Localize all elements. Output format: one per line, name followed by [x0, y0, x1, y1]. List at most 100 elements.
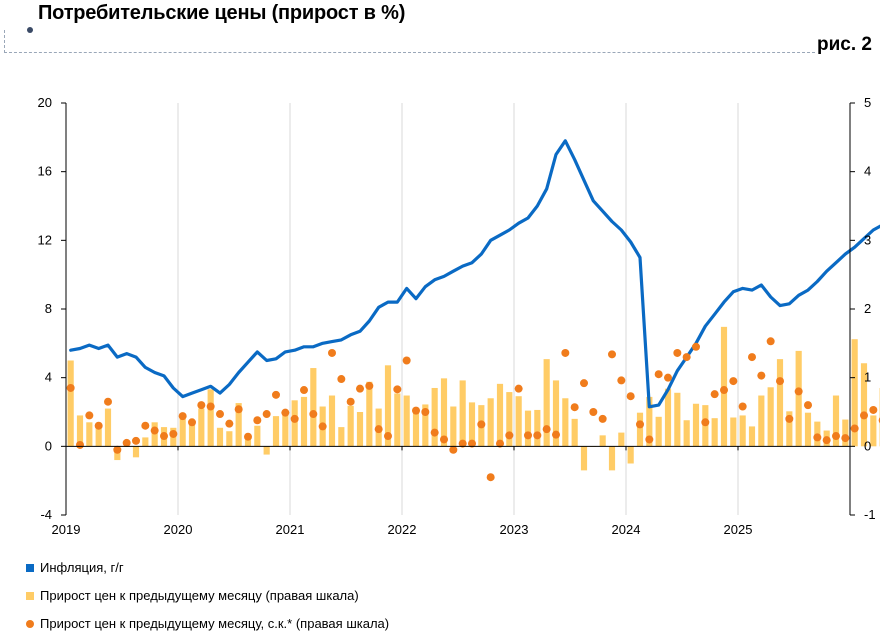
dot-mom-sa — [514, 384, 523, 393]
dot-mom-sa — [160, 432, 168, 441]
bar-mom — [263, 446, 270, 455]
bar-mom — [543, 359, 550, 447]
bar-mom — [76, 415, 84, 447]
dot-mom-sa — [94, 421, 103, 430]
dot-mom-sa — [468, 439, 476, 448]
dot-mom-sa — [794, 387, 803, 396]
y-right-tick-label: 3 — [864, 232, 871, 247]
bar-mom — [384, 365, 392, 447]
bar-mom — [748, 426, 756, 447]
dot-mom-sa — [692, 342, 700, 351]
y-left-tick-label: 20 — [38, 95, 52, 110]
dot-mom-sa — [804, 401, 812, 410]
y-left-tick-label: -4 — [40, 507, 52, 522]
dot-mom-sa — [626, 392, 635, 401]
legend-label-mom: Прирост цен к предыдущему месяцу (правая… — [40, 588, 359, 603]
dot-mom-sa — [589, 408, 598, 416]
dot-mom-sa — [188, 418, 196, 427]
dot-mom-sa — [776, 377, 784, 386]
dot-mom-sa — [580, 379, 588, 388]
bar-mom — [86, 422, 93, 447]
grid-layer — [177, 103, 739, 515]
bar-mom — [104, 408, 112, 447]
dot-mom-sa — [76, 440, 84, 449]
dot-mom-sa — [402, 356, 411, 365]
bar-mom — [655, 416, 662, 447]
line-layer — [69, 139, 880, 409]
legend-label-mom-sa: Прирост цен к предыдущему месяцу, с.к.* … — [40, 616, 390, 631]
bar-mom — [730, 417, 737, 447]
bar-mom — [832, 395, 840, 447]
dot-mom-sa — [822, 436, 831, 445]
dot-mom-sa — [272, 390, 280, 399]
x-tick-label: 2023 — [500, 522, 529, 537]
dot-mom-sa — [374, 425, 383, 434]
bar-mom — [310, 368, 317, 447]
bar-mom — [692, 403, 700, 447]
dot-mom-sa — [552, 430, 560, 439]
dot-mom-sa — [757, 371, 766, 380]
bar-mom — [440, 378, 448, 447]
bar-mom — [599, 435, 606, 447]
dot-mom-sa — [748, 353, 756, 362]
dot-mom-sa — [701, 418, 710, 427]
bar-mom — [842, 419, 849, 447]
bar-mom — [506, 392, 513, 447]
dot-mom-sa — [486, 473, 495, 482]
x-tick-label: 2021 — [276, 522, 305, 537]
bar-mom — [272, 416, 280, 447]
legend-item-mom: Прирост цен к предыдущему месяцу (правая… — [26, 588, 359, 603]
dot-mom-sa — [869, 405, 878, 414]
bar-mom — [132, 446, 140, 458]
dot-mom-sa — [365, 381, 374, 390]
dot-mom-sa — [729, 377, 738, 386]
dot-mom-sa — [570, 403, 579, 412]
dot-mom-sa — [234, 405, 243, 414]
bar-mom — [860, 363, 868, 447]
y-right-tick-label: 0 — [864, 438, 871, 453]
bar-mom — [431, 387, 438, 447]
bar-mom — [534, 409, 541, 447]
bar-mom — [216, 427, 224, 447]
bar-mom — [226, 431, 233, 447]
bar-mom — [804, 412, 812, 447]
dot-mom-sa — [738, 402, 747, 411]
y-right-tick-label: 5 — [864, 95, 871, 110]
dot-mom-sa — [682, 353, 691, 362]
legend-swatch-inflation — [26, 563, 34, 572]
dot-mom-sa — [328, 348, 336, 357]
bar-mom — [758, 395, 765, 447]
line-inflation — [69, 139, 880, 409]
dot-mom-sa — [337, 375, 346, 384]
bar-layer — [67, 326, 880, 471]
bar-mom — [786, 411, 793, 447]
bar-mom — [338, 427, 345, 447]
bar-mom — [487, 398, 494, 447]
bar-mom — [524, 410, 532, 447]
dot-mom-sa — [860, 411, 868, 420]
dot-mom-sa — [384, 432, 392, 441]
dot-mom-sa — [832, 432, 840, 441]
dot-mom-sa — [262, 410, 271, 419]
bar-mom — [403, 395, 410, 447]
legend-item-mom-sa: Прирост цен к предыдущему месяцу, с.к.* … — [26, 616, 389, 631]
legend-item-inflation: Инфляция, г/г — [26, 560, 124, 575]
bar-mom — [207, 389, 214, 447]
dot-mom-sa — [664, 373, 672, 382]
dot-layer — [66, 337, 880, 482]
bar-mom — [664, 388, 672, 447]
dot-mom-sa — [477, 420, 486, 429]
dot-mom-sa — [346, 397, 355, 406]
bar-mom — [608, 446, 616, 471]
y-left-tick-label: 0 — [45, 438, 52, 453]
bar-mom — [767, 387, 774, 447]
y-right-tick-label: 4 — [864, 164, 871, 179]
bar-mom — [422, 404, 429, 447]
dot-mom-sa — [225, 419, 234, 428]
dot-mom-sa — [608, 350, 616, 359]
x-tick-label: 2024 — [612, 522, 641, 537]
dot-mom-sa — [318, 422, 327, 431]
dot-mom-sa — [66, 383, 75, 392]
dot-mom-sa — [113, 445, 122, 454]
dot-mom-sa — [673, 348, 682, 357]
